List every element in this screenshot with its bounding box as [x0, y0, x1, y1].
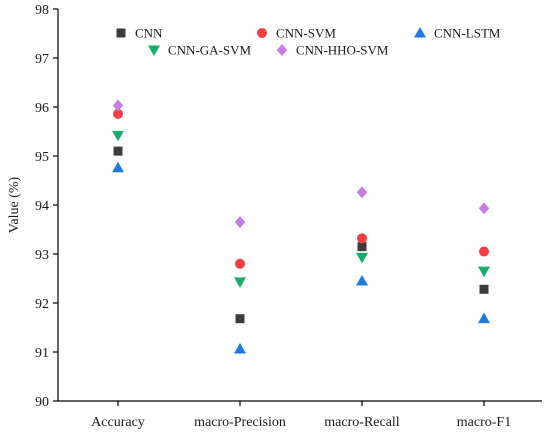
y-ticks: 90 91 92 93 94 95 96 97 98: [35, 3, 58, 410]
legend-marker: [414, 27, 426, 38]
data-point: [479, 246, 489, 257]
data-point: [356, 274, 368, 286]
legend-item: CNN-GA-SVM: [148, 43, 252, 58]
data-points: [112, 99, 490, 354]
data-point: [478, 312, 490, 324]
y-tick-label: 93: [35, 248, 49, 263]
data-point: [478, 202, 490, 215]
x-tick-label: Accuracy: [91, 415, 145, 430]
legend-marker: [148, 45, 160, 56]
y-tick-label: 98: [35, 3, 49, 18]
data-point: [356, 252, 368, 264]
data-point: [478, 266, 490, 278]
legend-label: CNN-SVM: [276, 26, 336, 41]
legend-label: CNN-GA-SVM: [168, 43, 252, 58]
legend-marker: [276, 44, 288, 56]
series-cnn-hho-svm: [112, 99, 490, 229]
series-cnn: [113, 146, 489, 324]
data-point: [235, 314, 245, 324]
legend-marker: [116, 28, 126, 38]
y-tick-label: 91: [35, 346, 49, 361]
data-point: [234, 343, 246, 354]
x-tick-label: macro-Recall: [324, 415, 400, 430]
data-point: [357, 233, 367, 244]
data-point: [113, 146, 123, 156]
x-tick-label: macro-Precision: [194, 415, 286, 430]
legend-label: CNN-HHO-SVM: [296, 43, 389, 58]
data-point: [479, 284, 489, 294]
legend: CNN CNN-SVM CNN-LSTM CNN-GA-SVM CNN-HHO-SVM: [116, 26, 501, 58]
legend-item: CNN-HHO-SVM: [276, 43, 389, 58]
data-point: [357, 242, 367, 252]
y-tick-label: 94: [35, 199, 49, 214]
data-point: [234, 277, 246, 288]
data-point: [112, 99, 124, 112]
x-ticks: Accuracy macro-Precision macro-Recall macro…: [91, 401, 511, 430]
data-point: [356, 186, 368, 199]
y-tick-label: 90: [35, 395, 49, 410]
data-point: [112, 161, 124, 173]
y-axis-label: Value (%): [7, 176, 22, 233]
y-tick-label: 92: [35, 297, 49, 312]
data-point: [235, 258, 245, 269]
x-tick-label: macro-F1: [457, 415, 511, 430]
data-point: [112, 130, 124, 142]
legend-item: CNN: [116, 26, 163, 41]
y-tick-label: 96: [35, 101, 49, 116]
legend-item: CNN-SVM: [257, 26, 336, 41]
axes: [57, 9, 542, 402]
y-tick-label: 97: [35, 52, 49, 67]
legend-item: CNN-LSTM: [414, 26, 501, 41]
legend-label: CNN: [135, 26, 163, 41]
data-point: [234, 216, 246, 229]
legend-label: CNN-LSTM: [434, 26, 501, 41]
y-tick-label: 95: [35, 150, 49, 165]
data-point: [113, 108, 123, 119]
series-cnn-svm: [113, 108, 489, 269]
series-cnn-lstm: [112, 161, 490, 354]
series-cnn-ga-svm: [112, 130, 490, 288]
legend-marker: [257, 28, 267, 38]
